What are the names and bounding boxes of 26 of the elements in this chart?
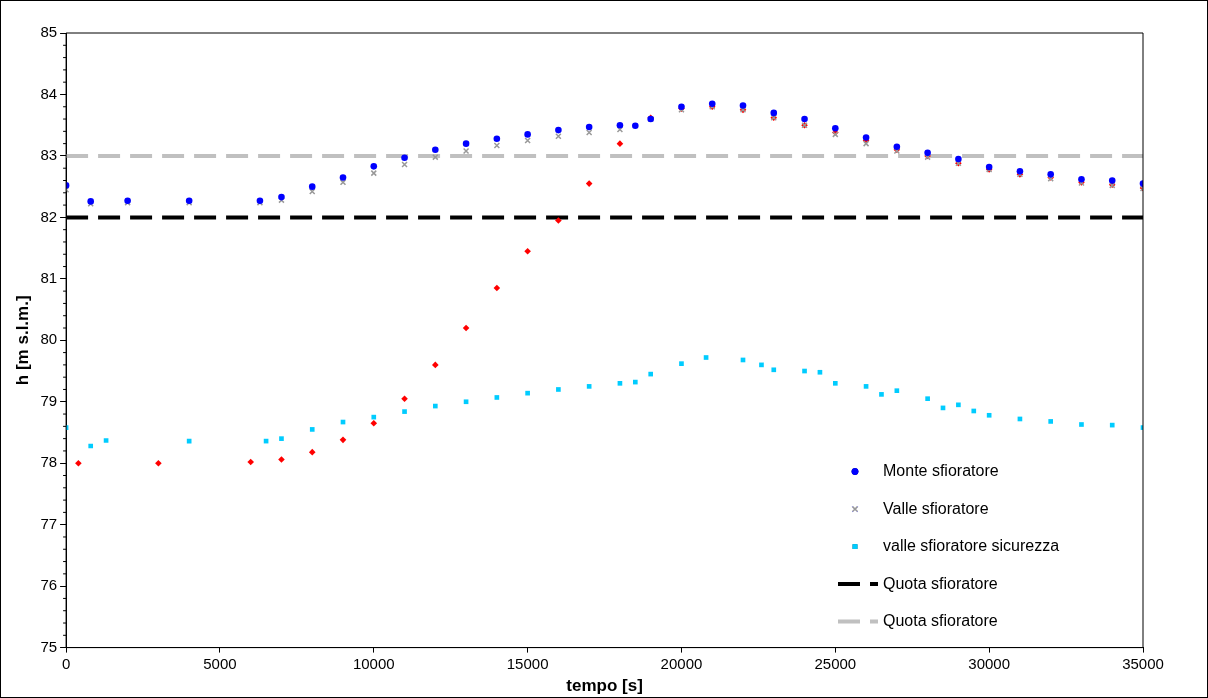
- legend-label: Quota sfioratore: [883, 574, 998, 592]
- x-tick-label: 30000: [968, 654, 1011, 672]
- x-tick-label: 0: [61, 654, 71, 672]
- y-tick-label: 75: [40, 637, 58, 655]
- legend-label: Quota sfioratore: [883, 612, 998, 630]
- x-tick-label: 25000: [814, 654, 857, 672]
- y-tick-label: 76: [40, 576, 58, 594]
- y-tick-label: 80: [40, 330, 58, 348]
- x-tick-label: 5000: [203, 654, 237, 672]
- y-tick-label: 78: [40, 453, 58, 471]
- x-tick-label: 15000: [506, 654, 549, 672]
- x-tick-label: 20000: [660, 654, 703, 672]
- y-tick-label: 81: [40, 268, 58, 286]
- y-axis-title: h [m s.l.m.]: [12, 295, 32, 386]
- x-axis-title: tempo [s]: [566, 676, 643, 696]
- y-tick-label: 82: [40, 207, 58, 225]
- x-tick-label: 35000: [1122, 654, 1164, 672]
- y-tick-label: 77: [40, 514, 58, 532]
- legend-label: Valle sfioratore: [883, 499, 989, 517]
- y-tick-label: 85: [40, 23, 58, 41]
- x-tick-label: 10000: [352, 654, 395, 672]
- legend-label: valle sfioratore sicurezza: [883, 537, 1060, 555]
- y-tick-label: 84: [40, 84, 58, 102]
- y-tick-label: 79: [40, 391, 58, 409]
- legend-label: Monte sfioratore: [883, 462, 999, 480]
- y-tick-label: 83: [40, 146, 58, 164]
